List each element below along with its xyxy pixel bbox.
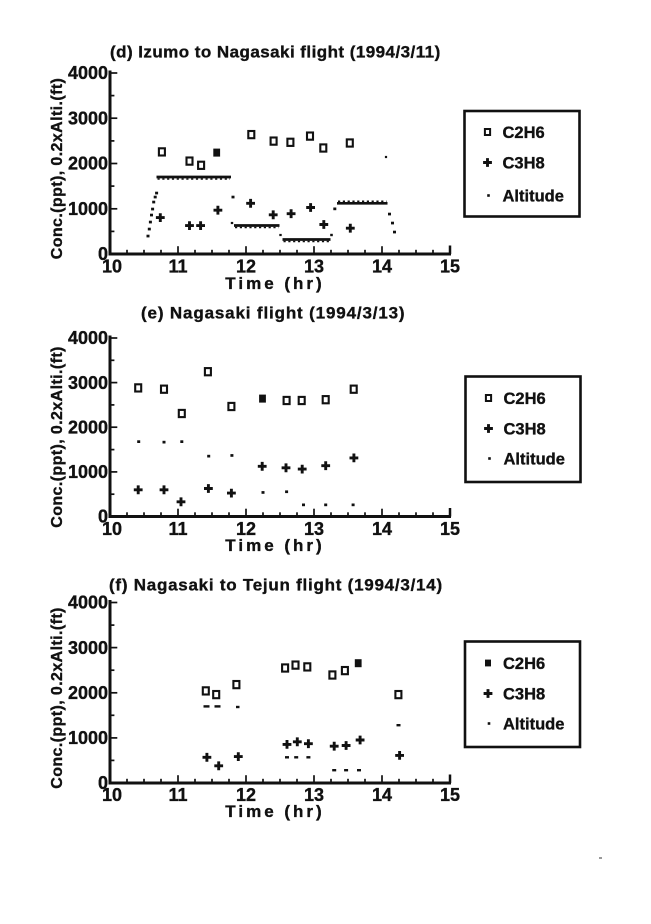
svg-text:14: 14 — [372, 257, 392, 277]
svg-text:Conc.(ppt), 0.2xAlti.(ft): Conc.(ppt), 0.2xAlti.(ft) — [49, 78, 66, 260]
svg-text:13: 13 — [304, 519, 324, 539]
svg-text:2000: 2000 — [68, 154, 108, 174]
svg-text:14: 14 — [372, 519, 392, 539]
svg-text:Time (hr): Time (hr) — [225, 802, 324, 821]
svg-text:1000: 1000 — [68, 728, 108, 748]
svg-text:12: 12 — [236, 257, 256, 277]
svg-text:(d) Izumo to Nagasaki flight (: (d) Izumo to Nagasaki flight (1994/3/11) — [110, 43, 441, 62]
svg-text:4000: 4000 — [68, 328, 108, 348]
svg-text:13: 13 — [304, 257, 324, 277]
svg-text:3000: 3000 — [68, 109, 108, 129]
svg-text:C2H6: C2H6 — [504, 390, 546, 408]
svg-text:12: 12 — [236, 519, 256, 539]
svg-text:(f) Nagasaki to Tejun flight (: (f) Nagasaki to Tejun flight (1994/3/14) — [109, 576, 443, 595]
svg-text:2000: 2000 — [68, 417, 108, 437]
svg-text:11: 11 — [168, 519, 187, 539]
svg-text:12: 12 — [236, 785, 256, 805]
svg-text:C3H8: C3H8 — [503, 155, 545, 173]
svg-text:Conc.(ppt), 0.2xAlti.(ft): Conc.(ppt), 0.2xAlti.(ft) — [49, 607, 66, 789]
svg-text:Altitude: Altitude — [503, 716, 564, 734]
svg-text:15: 15 — [440, 519, 460, 539]
svg-text:0: 0 — [98, 507, 108, 527]
svg-text:C2H6: C2H6 — [503, 655, 545, 673]
svg-text:Altitude: Altitude — [504, 451, 565, 469]
svg-text:1000: 1000 — [68, 462, 108, 482]
svg-text:0: 0 — [98, 244, 108, 264]
svg-text:2000: 2000 — [68, 683, 108, 703]
svg-text:14: 14 — [372, 785, 392, 805]
svg-text:(e) Nagasaki flight (1994/3/13: (e) Nagasaki flight (1994/3/13) — [141, 304, 405, 323]
svg-text:4000: 4000 — [68, 593, 108, 613]
svg-text:4000: 4000 — [68, 63, 108, 83]
svg-text:10: 10 — [102, 785, 122, 805]
svg-text:15: 15 — [440, 257, 460, 277]
svg-text:11: 11 — [168, 257, 187, 277]
svg-text:10: 10 — [102, 257, 122, 277]
svg-text:Conc.(ppt), 0.2xAlti.(ft): Conc.(ppt), 0.2xAlti.(ft) — [49, 346, 66, 528]
svg-text:C2H6: C2H6 — [503, 124, 545, 142]
svg-text:13: 13 — [304, 785, 324, 805]
svg-text:11: 11 — [168, 785, 187, 805]
svg-text:Time (hr): Time (hr) — [225, 536, 324, 555]
svg-text:10: 10 — [102, 519, 122, 539]
svg-text:Time (hr): Time (hr) — [225, 274, 324, 293]
svg-text:3000: 3000 — [68, 638, 108, 658]
svg-text:0: 0 — [98, 773, 108, 793]
svg-text:Altitude: Altitude — [503, 188, 564, 206]
svg-text:C3H8: C3H8 — [503, 686, 545, 704]
svg-text:3000: 3000 — [68, 373, 108, 393]
svg-text:15: 15 — [440, 785, 460, 805]
svg-text:1000: 1000 — [68, 199, 108, 219]
svg-text:C3H8: C3H8 — [504, 421, 546, 439]
